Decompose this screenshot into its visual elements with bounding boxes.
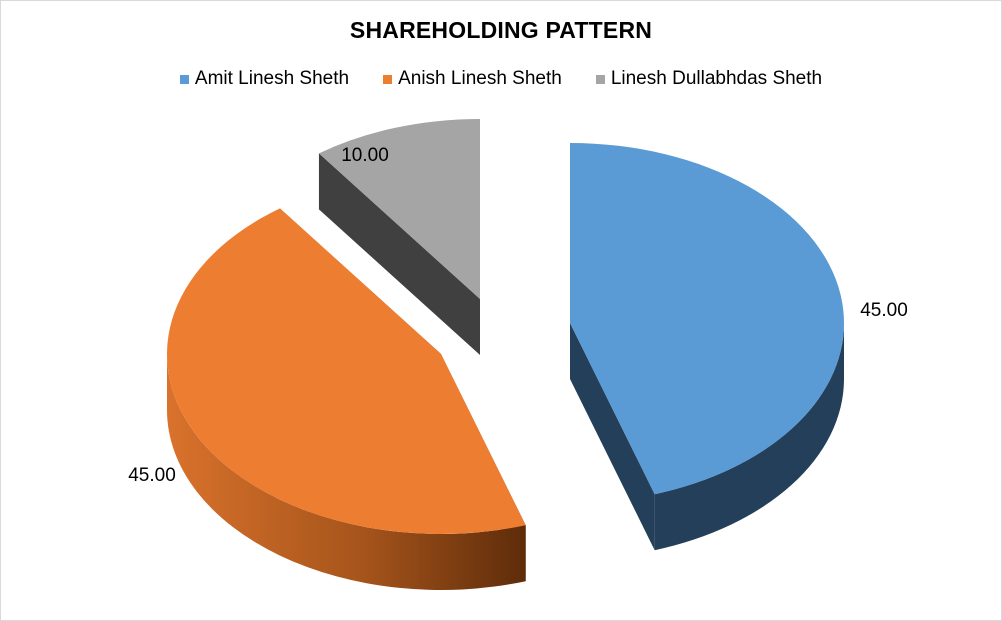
legend-swatch-linesh bbox=[595, 74, 605, 84]
pie-slice-linesh bbox=[318, 119, 480, 355]
legend-swatch-anish bbox=[383, 74, 393, 84]
pie-slice-linesh-wall-0 bbox=[318, 153, 480, 355]
pie-slice-anish-top bbox=[167, 208, 526, 534]
chart-legend: Amit Linesh Sheth Anish Linesh Sheth Lin… bbox=[1, 68, 1001, 90]
legend-item-anish: Anish Linesh Sheth bbox=[383, 68, 562, 90]
pie-slice-anish bbox=[167, 208, 526, 590]
pie-slice-linesh-top bbox=[318, 119, 480, 299]
data-label-linesh: 10.00 bbox=[341, 145, 389, 166]
legend-label-anish: Anish Linesh Sheth bbox=[398, 68, 562, 89]
pie-slices bbox=[167, 119, 844, 590]
legend-item-linesh: Linesh Dullabhdas Sheth bbox=[595, 68, 823, 90]
pie-slice-amit-top bbox=[570, 143, 844, 495]
pie-slice-amit-wall-1 bbox=[570, 323, 655, 551]
chart-title: SHAREHOLDING PATTERN bbox=[349, 17, 653, 43]
pie-data-labels: 45.00 45.00 10.00 bbox=[128, 145, 908, 486]
legend-label-linesh: Linesh Dullabhdas Sheth bbox=[610, 68, 823, 89]
legend-item-amit: Amit Linesh Sheth bbox=[179, 68, 350, 90]
data-label-anish: 45.00 bbox=[128, 465, 176, 486]
legend-label-amit: Amit Linesh Sheth bbox=[194, 68, 350, 89]
pie-slice-anish-rim bbox=[167, 354, 526, 590]
pie-slice-amit-rim bbox=[654, 323, 844, 551]
pie-slice-amit bbox=[570, 143, 844, 551]
legend-swatch-amit bbox=[179, 74, 189, 84]
data-label-amit: 45.00 bbox=[860, 300, 908, 321]
